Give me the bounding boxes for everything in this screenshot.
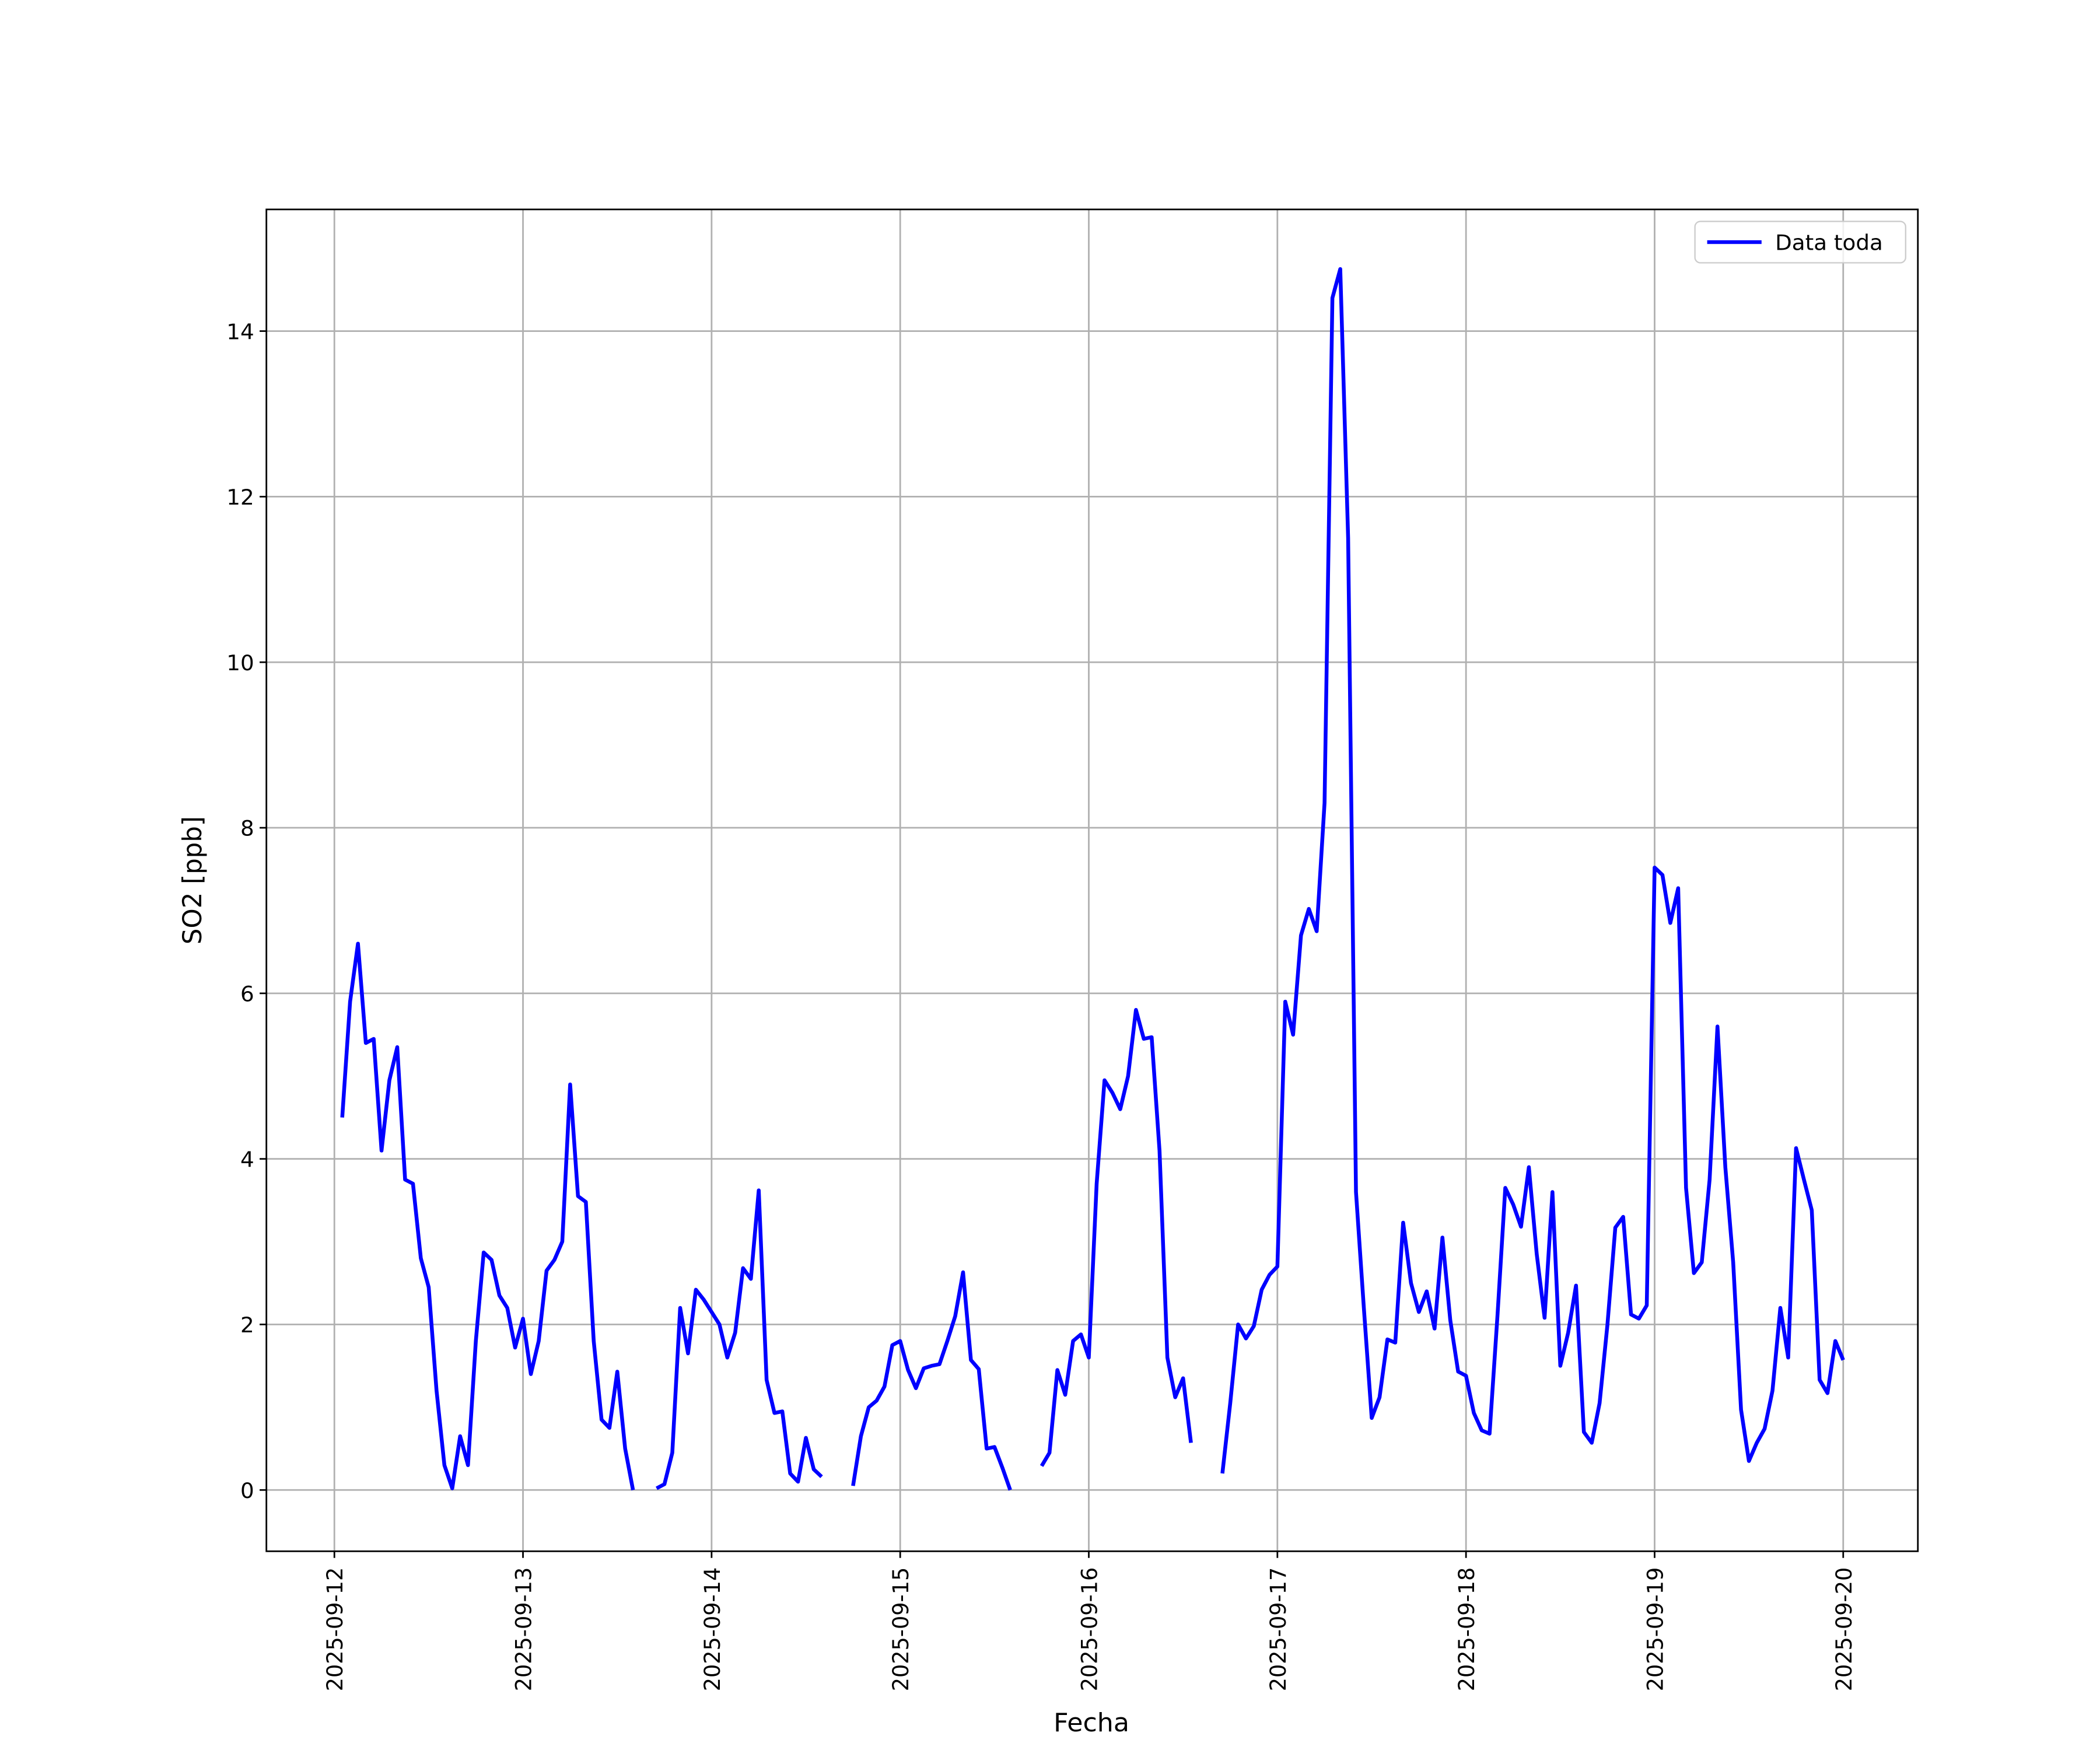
y-tick-label: 8 [240, 816, 254, 841]
plot-frame [265, 208, 1919, 1552]
y-tick-label: 6 [240, 982, 254, 1007]
y-tick-label: 0 [240, 1478, 254, 1503]
y-tick-label: 14 [226, 320, 254, 345]
x-tick-label: 2025-09-14 [700, 1567, 725, 1692]
y-tick-label: 10 [226, 650, 254, 676]
x-tick-label: 2025-09-15 [888, 1567, 914, 1692]
plot-layer [340, 267, 1845, 1491]
y-tick-label: 4 [240, 1147, 254, 1172]
x-tick-label: 2025-09-16 [1077, 1567, 1102, 1692]
x-tick-label: 2025-09-13 [511, 1567, 536, 1692]
legend-label: Data toda [1775, 230, 1883, 256]
x-tick-label: 2025-09-19 [1643, 1567, 1668, 1692]
axes-layer: 0 2 4 6 8 10 12 14 2025-09-12 2025-09-13 2025-09-1… [226, 320, 1857, 1692]
legend: Data toda [1694, 220, 1906, 264]
y-tick-label: 2 [240, 1313, 254, 1338]
x-axis-label: Fecha [1054, 1708, 1129, 1738]
x-tick-label: 2025-09-17 [1265, 1567, 1290, 1692]
y-tick-label: 12 [226, 485, 254, 510]
y-axis-label: SO2 [ppb] [177, 816, 207, 944]
data-line [340, 267, 1845, 1491]
x-tick-label: 2025-09-18 [1454, 1567, 1479, 1692]
legend-box [1694, 220, 1906, 264]
x-tick-label: 2025-09-20 [1831, 1567, 1856, 1692]
x-tick-label: 2025-09-12 [323, 1567, 348, 1692]
